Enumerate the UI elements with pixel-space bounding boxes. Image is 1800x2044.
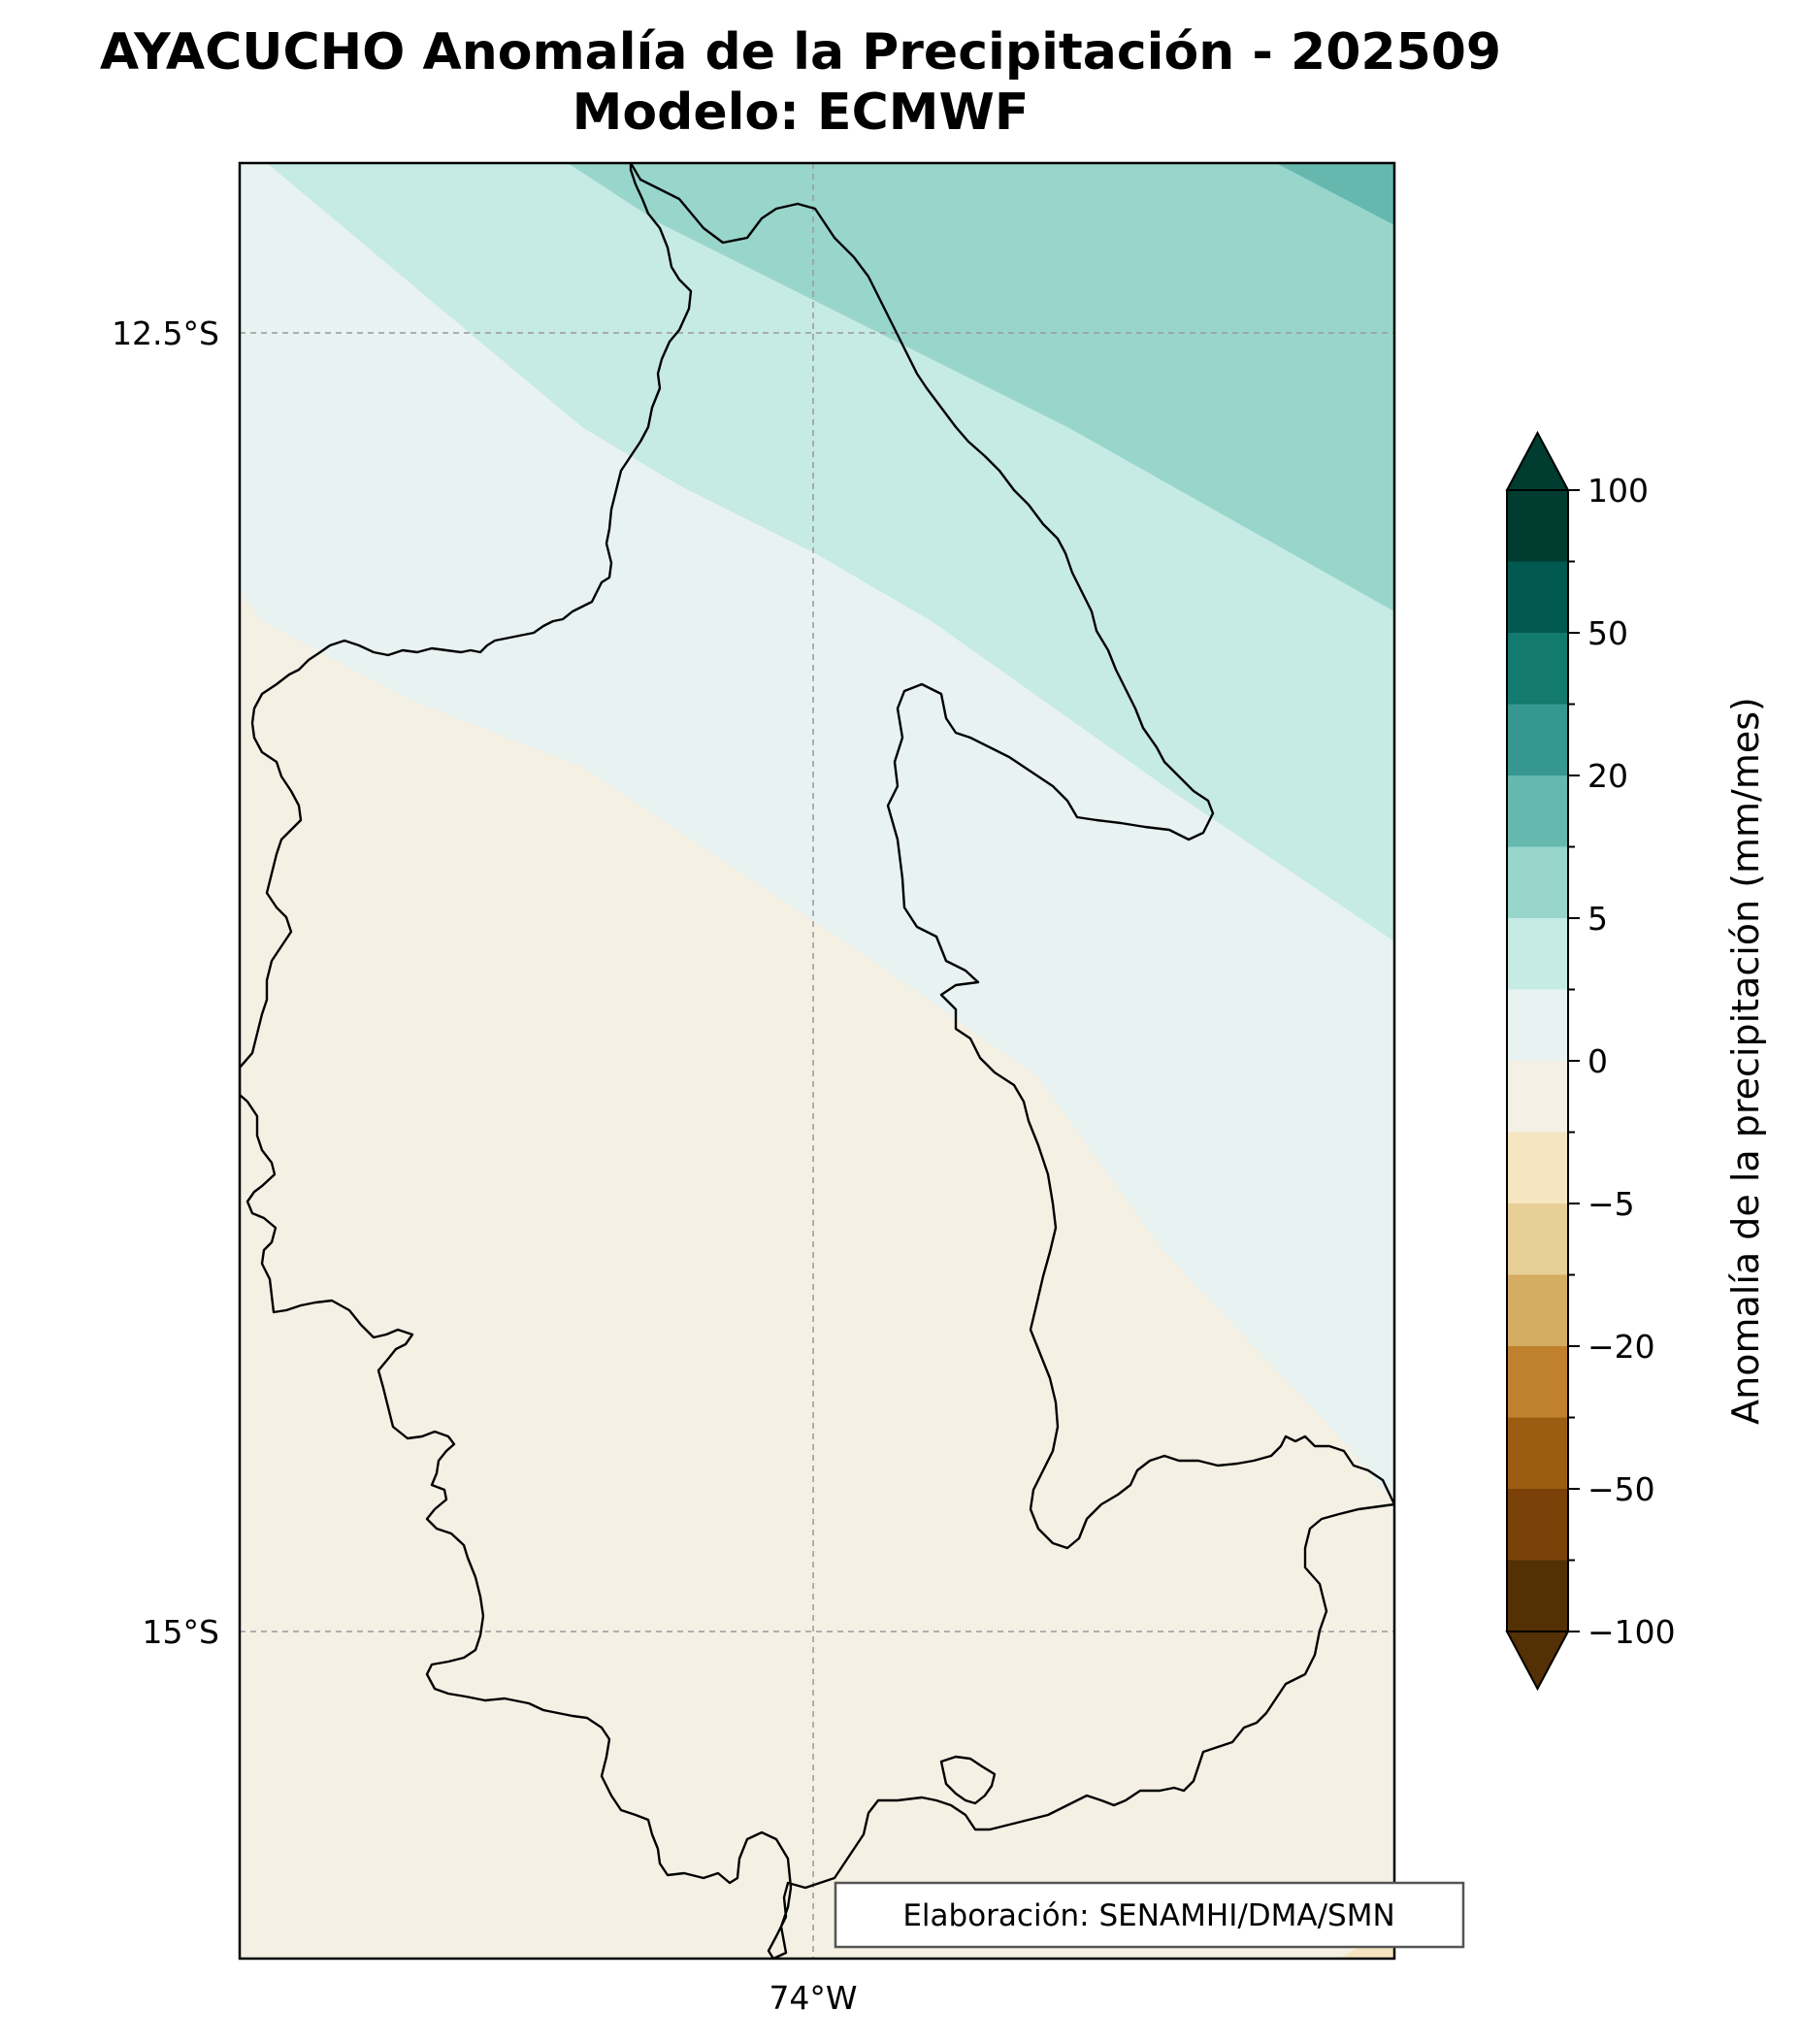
lon-label-74: 74°W <box>769 1979 857 2017</box>
colorbar-tick-label: −20 <box>1587 1328 1655 1366</box>
colorbar-segment <box>1507 704 1568 776</box>
band-plus-5 <box>568 163 1394 611</box>
band-plus-10 <box>1276 163 1394 225</box>
colorbar-segment <box>1507 1560 1568 1632</box>
colorbar-tick-label: 5 <box>1587 900 1608 938</box>
colorbar-extend-top <box>1505 430 1570 491</box>
colorbar-tick-label: 50 <box>1587 614 1628 652</box>
map-panel <box>240 163 1394 1959</box>
colorbar-segment <box>1507 561 1568 634</box>
map-frame <box>238 161 1396 1961</box>
colorbar-segment <box>1507 1132 1568 1204</box>
colorbar-label: Anomalía de la precipitación (mm/mes) <box>1724 697 1767 1425</box>
colorbar-segment <box>1507 775 1568 847</box>
colorbar-tick-label: 100 <box>1587 472 1649 510</box>
map-subtitle: Modelo: ECMWF <box>572 83 1030 142</box>
enclave-boundary <box>939 1755 997 1805</box>
colorbar-segment <box>1507 918 1568 990</box>
colorbar-extend-bottom <box>1505 1631 1570 1692</box>
colorbar-segment <box>1507 1061 1568 1133</box>
credit-box: Elaboración: SENAMHI/DMA/SMN <box>834 1881 1465 1949</box>
ayacucho-boundary <box>240 163 1394 1959</box>
colorbar-tick-label: −50 <box>1587 1470 1655 1508</box>
colorbar-segment <box>1507 989 1568 1062</box>
colorbar-tick-label: 20 <box>1587 757 1628 795</box>
colorbar-tick-label: −100 <box>1587 1613 1676 1651</box>
colorbar-segment <box>1507 490 1568 562</box>
colorbar-segment <box>1507 633 1568 705</box>
colorbar-segment <box>1507 1274 1568 1347</box>
colorbar-segment <box>1507 1203 1568 1275</box>
lat-label-15: 15°S <box>143 1613 219 1651</box>
colorbar-segment <box>1507 846 1568 919</box>
colorbar-segment <box>1507 1489 1568 1561</box>
colorbar-tick-label: −5 <box>1587 1185 1635 1223</box>
colorbar-segment <box>1507 1417 1568 1490</box>
colorbar-segment <box>1507 1346 1568 1418</box>
lat-label-12-5: 12.5°S <box>112 314 219 352</box>
colorbar-tick-label: 0 <box>1587 1042 1608 1080</box>
map-title: AYACUCHO Anomalía de la Precipitación - … <box>99 23 1502 82</box>
credit-text: Elaboración: SENAMHI/DMA/SMN <box>902 1898 1394 1933</box>
